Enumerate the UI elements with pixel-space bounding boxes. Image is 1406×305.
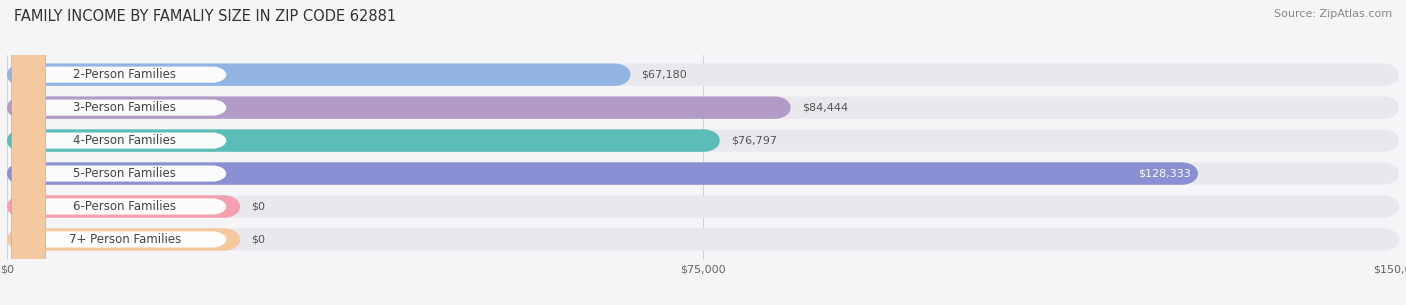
- Circle shape: [13, 0, 45, 305]
- PathPatch shape: [11, 231, 226, 248]
- PathPatch shape: [7, 228, 1399, 251]
- Circle shape: [13, 0, 45, 305]
- Circle shape: [13, 0, 45, 305]
- PathPatch shape: [7, 129, 1399, 152]
- PathPatch shape: [11, 165, 226, 182]
- PathPatch shape: [7, 96, 1399, 119]
- PathPatch shape: [7, 96, 790, 119]
- PathPatch shape: [7, 129, 720, 152]
- PathPatch shape: [11, 66, 226, 83]
- Text: $76,797: $76,797: [731, 136, 776, 145]
- Text: 3-Person Families: 3-Person Families: [73, 101, 176, 114]
- Text: $84,444: $84,444: [801, 103, 848, 113]
- Circle shape: [13, 0, 45, 305]
- PathPatch shape: [7, 63, 1399, 86]
- Text: $0: $0: [252, 235, 266, 245]
- Text: 7+ Person Families: 7+ Person Families: [69, 233, 181, 246]
- Circle shape: [13, 0, 45, 305]
- Text: 2-Person Families: 2-Person Families: [73, 68, 176, 81]
- PathPatch shape: [11, 99, 226, 117]
- PathPatch shape: [7, 162, 1399, 185]
- PathPatch shape: [7, 228, 240, 251]
- PathPatch shape: [7, 162, 1198, 185]
- PathPatch shape: [7, 63, 630, 86]
- PathPatch shape: [11, 198, 226, 215]
- PathPatch shape: [11, 132, 226, 149]
- Text: FAMILY INCOME BY FAMALIY SIZE IN ZIP CODE 62881: FAMILY INCOME BY FAMALIY SIZE IN ZIP COD…: [14, 9, 396, 24]
- Text: Source: ZipAtlas.com: Source: ZipAtlas.com: [1274, 9, 1392, 19]
- Text: 5-Person Families: 5-Person Families: [73, 167, 176, 180]
- Text: 4-Person Families: 4-Person Families: [73, 134, 176, 147]
- PathPatch shape: [7, 195, 240, 218]
- Text: $67,180: $67,180: [641, 70, 688, 80]
- Text: $128,333: $128,333: [1139, 169, 1191, 178]
- Circle shape: [13, 0, 45, 305]
- PathPatch shape: [7, 195, 1399, 218]
- Text: $0: $0: [252, 202, 266, 211]
- Text: 6-Person Families: 6-Person Families: [73, 200, 176, 213]
